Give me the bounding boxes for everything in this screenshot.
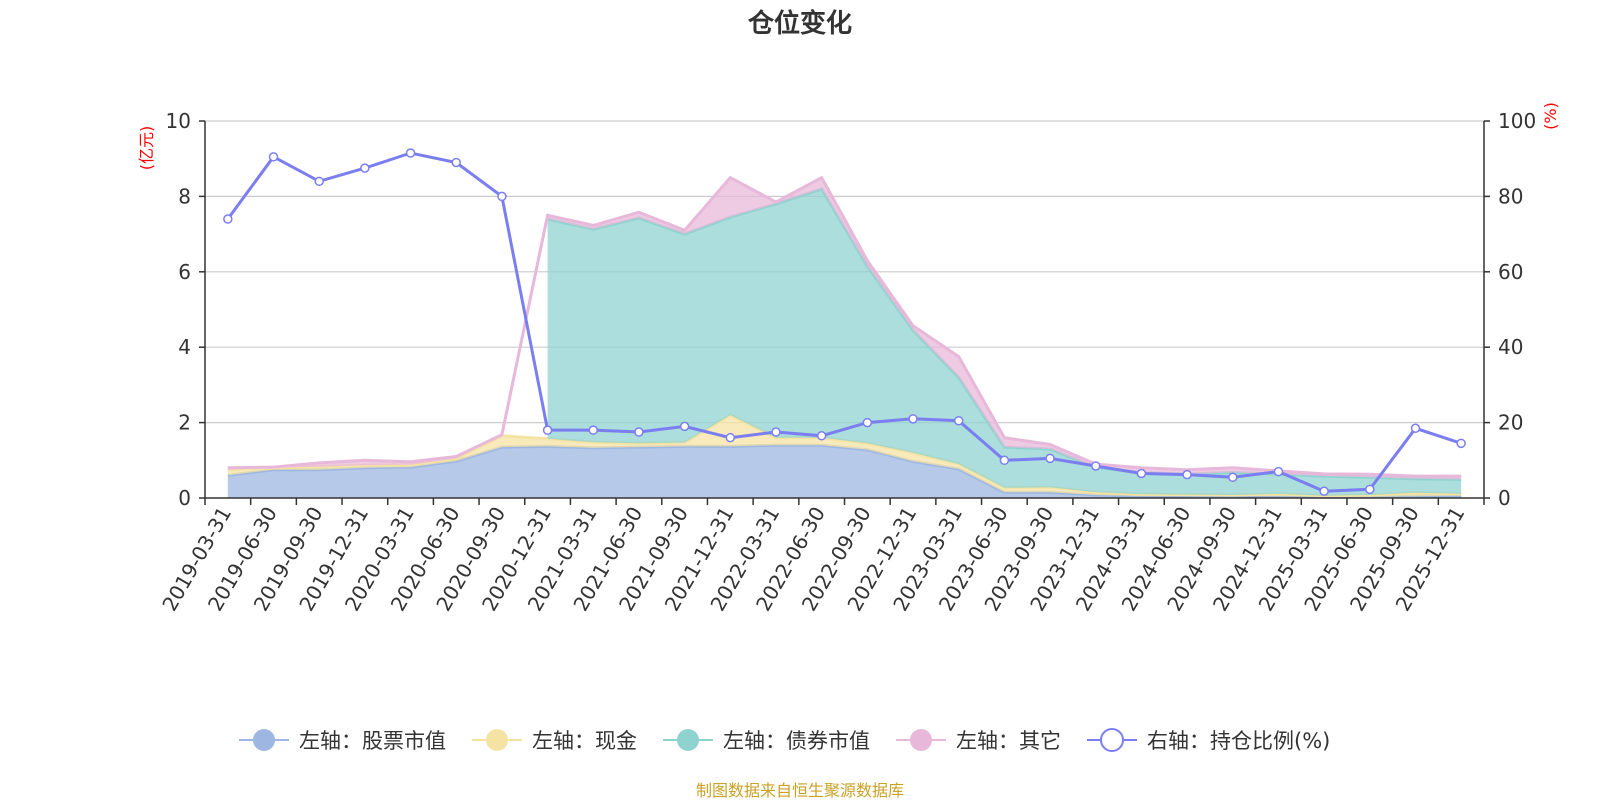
ratio-point bbox=[314, 176, 324, 187]
left-tick-label: 2 bbox=[178, 411, 191, 435]
ratio-point bbox=[1319, 486, 1329, 496]
ratio-point bbox=[634, 427, 644, 437]
left-tick-label: 10 bbox=[166, 109, 191, 133]
ratio-point bbox=[588, 425, 599, 435]
ratio-point bbox=[908, 414, 918, 424]
legend-item-other: 左轴：其它 bbox=[896, 729, 1061, 753]
ratio-point bbox=[999, 455, 1010, 466]
right-axis-unit: (%) bbox=[1541, 102, 1560, 130]
right-tick-label: 100 bbox=[1498, 109, 1536, 133]
right-tick-label: 80 bbox=[1498, 184, 1523, 208]
left-tick-label: 0 bbox=[178, 486, 191, 510]
right-tick-label: 40 bbox=[1498, 335, 1523, 359]
ratio-point bbox=[360, 163, 370, 173]
ratio-point bbox=[1136, 468, 1147, 479]
ratio-point bbox=[268, 152, 279, 162]
chart-title: 仓位变化 bbox=[747, 8, 852, 39]
area-bond bbox=[547, 188, 1462, 496]
legend-label: 左轴：债券市值 bbox=[723, 729, 870, 753]
ratio-point bbox=[1410, 423, 1421, 434]
ratio-point bbox=[1273, 466, 1284, 477]
legend-marker bbox=[486, 729, 508, 751]
legend-marker bbox=[1100, 728, 1124, 752]
legend-marker bbox=[253, 729, 275, 751]
ratio-point bbox=[1456, 438, 1466, 449]
legend-label: 右轴：持仓比例(%) bbox=[1147, 729, 1330, 753]
stacked-areas bbox=[227, 175, 1462, 499]
ratio-point bbox=[679, 421, 690, 432]
right-tick-label: 0 bbox=[1498, 486, 1511, 510]
left-tick-label: 4 bbox=[178, 335, 191, 359]
ratio-point bbox=[542, 425, 553, 435]
legend-item-bond: 左轴：债券市值 bbox=[663, 729, 870, 753]
area-line-other bbox=[227, 175, 1462, 478]
ratio-point bbox=[862, 417, 873, 428]
legend-label: 左轴：现金 bbox=[532, 729, 637, 753]
ratio-point bbox=[1090, 461, 1101, 471]
ratio-point bbox=[497, 191, 507, 202]
ratio-point bbox=[725, 432, 736, 443]
right-tick-label: 20 bbox=[1498, 411, 1523, 435]
ratio-line bbox=[226, 151, 1462, 493]
legend-label: 左轴：其它 bbox=[956, 729, 1061, 753]
right-tick-label: 60 bbox=[1498, 260, 1523, 284]
legend-item-cash: 左轴：现金 bbox=[472, 729, 637, 753]
ratio-point bbox=[1182, 469, 1192, 480]
ratio-point bbox=[1045, 453, 1055, 464]
source-note: 制图数据来自恒生聚源数据库 bbox=[696, 781, 904, 800]
legend-item-ratio: 右轴：持仓比例(%) bbox=[1087, 728, 1330, 753]
ratio-point bbox=[223, 214, 233, 224]
ratio-point bbox=[1228, 472, 1238, 483]
legend-label: 左轴：股票市值 bbox=[299, 729, 446, 753]
ratio-point bbox=[405, 148, 416, 158]
legend: 左轴：股票市值 左轴：现金 左轴：债券市值 左轴：其它 右轴：持仓比例(%) bbox=[239, 728, 1330, 753]
ratio-point bbox=[451, 157, 461, 168]
ratio-point bbox=[1365, 484, 1375, 495]
left-tick-label: 6 bbox=[178, 260, 191, 284]
ratio-point bbox=[816, 431, 827, 441]
ratio-point bbox=[771, 427, 781, 437]
legend-marker bbox=[910, 729, 932, 751]
legend-marker bbox=[677, 729, 699, 751]
area-stock bbox=[227, 445, 1462, 498]
legend-item-stock: 左轴：股票市值 bbox=[239, 729, 446, 753]
left-tick-label: 8 bbox=[178, 184, 191, 208]
ratio-point bbox=[953, 415, 964, 426]
left-axis-unit: (亿元) bbox=[137, 126, 156, 171]
ratio-line-layer bbox=[223, 148, 1466, 496]
